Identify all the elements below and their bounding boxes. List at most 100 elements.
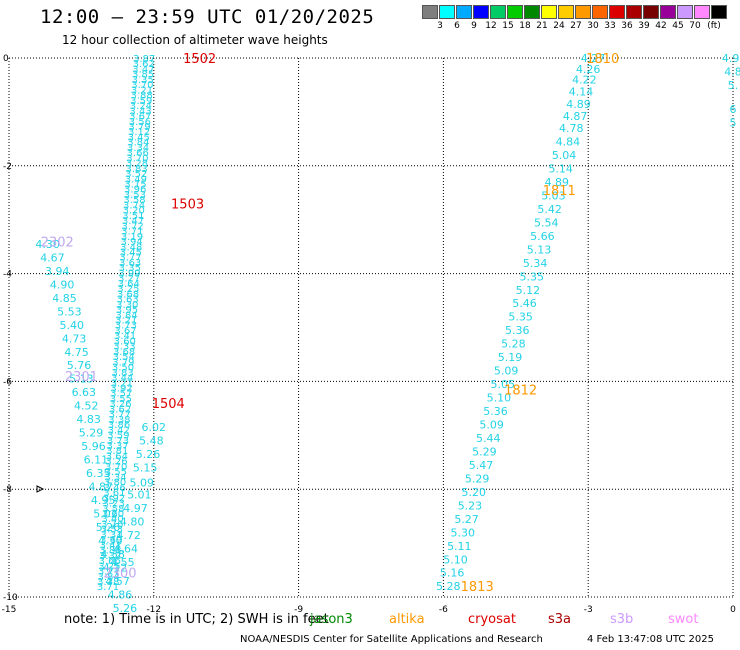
- scale-label: 36: [621, 21, 633, 31]
- pass-number-label: 1810: [586, 52, 619, 67]
- height-label: 5.46: [512, 297, 537, 310]
- x-tick-label: -12: [146, 605, 161, 612]
- height-label: 5.28: [501, 338, 526, 351]
- height-label: 4.97: [123, 502, 148, 515]
- height-label: 3.79: [128, 122, 150, 133]
- x-tick-label: -15: [2, 605, 17, 612]
- height-label: 4.80: [120, 516, 145, 529]
- height-label: 3.21: [111, 378, 133, 389]
- height-label: 3.74: [123, 200, 145, 211]
- height-label: 5.10: [443, 553, 468, 566]
- height-label: 3.19: [121, 232, 143, 243]
- height-label: 3.30: [116, 300, 138, 311]
- height-label: 4.57: [105, 575, 130, 588]
- height-label: 3.76: [101, 519, 123, 530]
- height-label: 4.86: [108, 588, 133, 601]
- height-label: 4.67: [40, 251, 65, 264]
- scale-label: 21: [536, 21, 548, 31]
- height-label: 5.: [728, 79, 739, 92]
- height-label: 3.25: [98, 561, 120, 572]
- satellite-legend-item: s3a: [548, 612, 572, 627]
- height-label: 3.45: [120, 248, 142, 259]
- height-label: 5.30: [450, 526, 475, 539]
- height-label: 3.47: [132, 64, 154, 75]
- height-label: 3.38: [97, 577, 119, 588]
- height-label: 3.20: [123, 206, 145, 217]
- height-label: 3.34: [104, 472, 126, 483]
- height-label: 4.22: [572, 74, 597, 87]
- height-label: 5.36: [505, 324, 530, 337]
- height-label: 3.42: [108, 425, 130, 436]
- satellite-legend-item: jason3: [310, 612, 353, 627]
- height-label: 5.14: [548, 162, 573, 175]
- height-label: 3.24: [130, 101, 152, 112]
- height-label: 5.26: [96, 521, 121, 534]
- height-label: 5.66: [530, 230, 555, 243]
- height-label: 5.04: [552, 149, 577, 162]
- height-label: 5.42: [537, 203, 562, 216]
- height-label: 3.53: [124, 190, 146, 201]
- height-label: 3.55: [105, 467, 127, 478]
- height-label: 5.27: [454, 513, 479, 526]
- height-label: 4.12: [103, 561, 128, 574]
- height-label: 4.55: [110, 556, 135, 569]
- height-label: 5.02: [93, 507, 118, 520]
- height-label: 3.84: [115, 310, 137, 321]
- scale-swatch: [677, 5, 693, 19]
- height-label: 3.63: [117, 295, 139, 306]
- height-label: 3.71: [121, 227, 143, 238]
- height-label: 3.83: [125, 164, 147, 175]
- scale-label: 70: [689, 21, 701, 31]
- height-label: 4.87: [88, 481, 113, 494]
- height-label: 5.34: [523, 257, 548, 270]
- height-label: 4.52: [74, 400, 99, 413]
- scale-swatch: [575, 5, 591, 19]
- height-label: 3.21: [115, 315, 137, 326]
- height-label: 3.72: [122, 221, 144, 232]
- scale-swatch: [694, 5, 710, 19]
- scale-swatch: [541, 5, 557, 19]
- height-label: 6: [730, 103, 737, 116]
- height-label: 5.53: [57, 305, 82, 318]
- pass-number-label: 1811: [543, 184, 576, 199]
- scale-swatch: [439, 5, 455, 19]
- height-label: 4.30: [98, 534, 123, 547]
- height-label: 5.16: [440, 567, 465, 580]
- height-label: 3.83: [112, 368, 134, 379]
- x-tick-label: -3: [584, 605, 593, 612]
- height-label: 5.26: [136, 448, 161, 461]
- footer-note: note: 1) Time is in UTC; 2) SWH is in fe…: [64, 612, 329, 627]
- height-label: 3.84: [98, 572, 120, 583]
- height-label: 3.59: [130, 96, 152, 107]
- scale-label: 45: [672, 21, 684, 31]
- height-label: 3.48: [120, 242, 142, 253]
- scale-label: 42: [655, 21, 667, 31]
- height-label: 3.58: [102, 504, 124, 515]
- pass-number-label: 2302: [41, 235, 74, 250]
- height-label: 3.59: [107, 431, 129, 442]
- height-label: 3.64: [106, 451, 128, 462]
- height-label: 3.38: [108, 415, 130, 426]
- height-label: 3.96: [124, 185, 146, 196]
- height-label: 3.33: [113, 342, 135, 353]
- scale-label: 24: [553, 21, 565, 31]
- height-label: 4.26: [576, 63, 601, 76]
- height-label: 3.84: [127, 138, 149, 149]
- height-label: 4.85: [52, 292, 77, 305]
- pass-number-label: 1812: [504, 383, 537, 398]
- height-label: 4.14: [569, 85, 594, 98]
- height-label: 3.23: [103, 499, 125, 510]
- scale-label: 6: [454, 21, 460, 31]
- scale-label: 15: [502, 21, 514, 31]
- x-tick-label: 0: [730, 605, 736, 612]
- height-label: 3.25: [117, 284, 139, 295]
- y-tick-label: -2: [3, 162, 12, 172]
- height-label: 3.15: [124, 180, 146, 191]
- height-label: 5.13: [527, 243, 552, 256]
- scale-swatch: [711, 5, 727, 19]
- scale-swatch: [422, 5, 438, 19]
- height-label: 3.77: [98, 567, 120, 578]
- height-label: 3.61: [103, 488, 125, 499]
- height-label: 3.66: [127, 148, 149, 159]
- height-label: 3.34: [127, 143, 149, 154]
